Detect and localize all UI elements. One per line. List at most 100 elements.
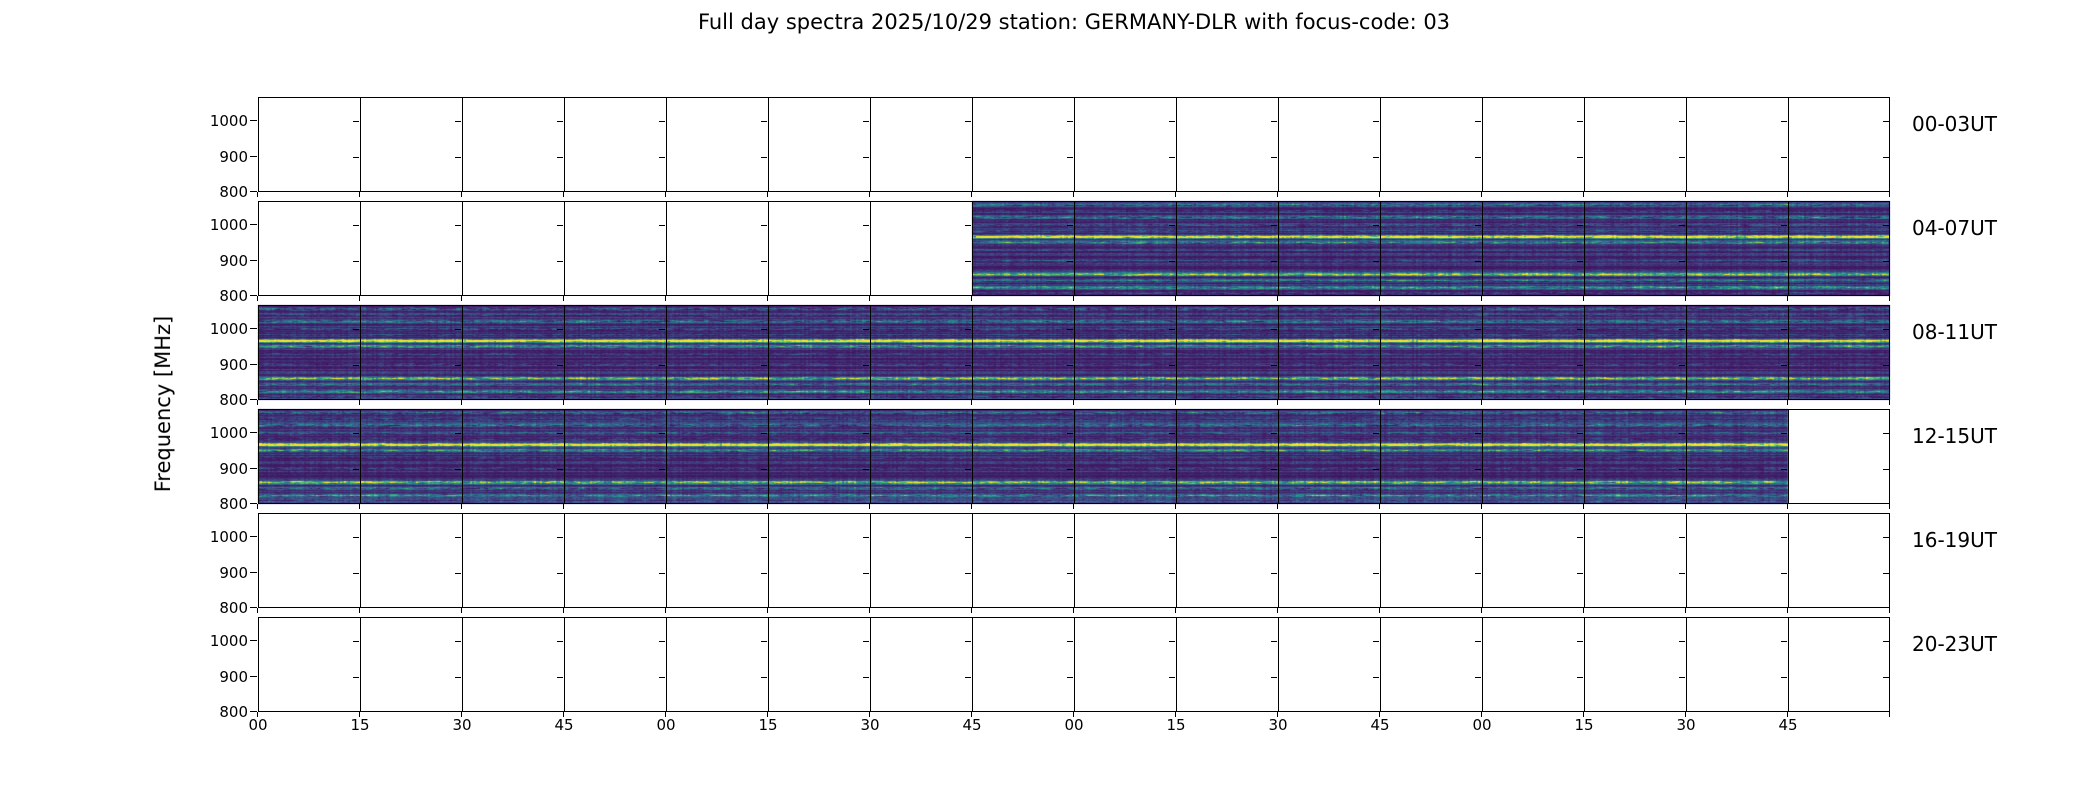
- inner-y-tick: [353, 329, 359, 331]
- inner-y-tick: [1169, 121, 1175, 123]
- inner-y-tick: [557, 121, 563, 123]
- inner-y-tick: [1373, 156, 1379, 158]
- x-tick: [665, 504, 667, 509]
- inner-y-tick: [455, 676, 461, 678]
- inner-y-tick: [659, 364, 665, 366]
- spectra-cell: [1789, 618, 1891, 711]
- inner-y-tick: [557, 572, 563, 574]
- inner-y-tick: [1781, 433, 1787, 435]
- inner-y-tick: [455, 641, 461, 643]
- x-tick: [1379, 192, 1381, 197]
- x-tick: [767, 400, 769, 405]
- x-tick-label: 00: [248, 716, 268, 734]
- spectra-cell: [259, 618, 361, 711]
- inner-y-tick: [1679, 537, 1685, 539]
- inner-y-tick: [1067, 225, 1073, 227]
- inner-y-tick: [659, 329, 665, 331]
- x-tick-label: 45: [962, 716, 982, 734]
- x-tick: [1685, 192, 1687, 197]
- x-tick: [1583, 608, 1585, 613]
- inner-y-tick: [1271, 329, 1277, 331]
- inner-y-tick: [1169, 329, 1175, 331]
- inner-y-tick: [1475, 676, 1481, 678]
- inner-y-tick: [1679, 260, 1685, 262]
- inner-y-tick: [1679, 225, 1685, 227]
- spectra-cell: [463, 410, 565, 503]
- spectra-cell: [1075, 202, 1177, 295]
- spectra-cell: [1381, 618, 1483, 711]
- x-tick: [359, 192, 361, 197]
- x-tick: [1175, 712, 1177, 717]
- spectra-cell: [1279, 306, 1381, 399]
- x-tick: [1889, 400, 1891, 405]
- x-tick-label: 00: [1472, 716, 1492, 734]
- inner-y-tick: [1781, 364, 1787, 366]
- inner-y-tick: [557, 156, 563, 158]
- y-tick: [250, 536, 257, 538]
- inner-y-tick: [1577, 329, 1583, 331]
- inner-y-tick: [1679, 329, 1685, 331]
- inner-y-tick: [761, 641, 767, 643]
- y-tick-label: 900: [219, 251, 248, 270]
- x-tick: [767, 504, 769, 509]
- inner-y-tick: [1067, 364, 1073, 366]
- x-tick: [1175, 192, 1177, 197]
- inner-y-tick: [353, 364, 359, 366]
- inner-y-tick: [1475, 572, 1481, 574]
- inner-y-tick: [455, 572, 461, 574]
- spectra-cell: [667, 98, 769, 191]
- y-tick-label: 800: [219, 495, 248, 513]
- inner-y-tick: [1373, 364, 1379, 366]
- spectra-cell: [667, 514, 769, 607]
- inner-y-tick: [1271, 121, 1277, 123]
- x-tick: [1175, 400, 1177, 405]
- inner-y-tick: [1169, 225, 1175, 227]
- inner-y-tick: [863, 641, 869, 643]
- inner-y-tick: [1373, 121, 1379, 123]
- inner-y-tick: [1679, 468, 1685, 470]
- y-tick-label: 900: [219, 459, 248, 478]
- inner-y-tick: [1679, 433, 1685, 435]
- x-tick: [1073, 192, 1075, 197]
- y-tick-label: 800: [219, 287, 248, 305]
- x-tick: [1379, 608, 1381, 613]
- spectra-cell: [565, 514, 667, 607]
- inner-y-tick: [1883, 156, 1889, 158]
- inner-y-tick: [1067, 572, 1073, 574]
- x-tick: [1889, 608, 1891, 613]
- y-axis-label: Frequency [MHz]: [151, 315, 175, 493]
- y-tick: [250, 432, 257, 434]
- x-tick: [1583, 400, 1585, 405]
- inner-y-tick: [1577, 537, 1583, 539]
- inner-y-tick: [761, 364, 767, 366]
- spectra-cell: [1177, 618, 1279, 711]
- x-tick: [665, 192, 667, 197]
- inner-y-tick: [761, 572, 767, 574]
- x-tick: [1685, 296, 1687, 301]
- x-tick: [359, 400, 361, 405]
- x-tick: [461, 192, 463, 197]
- x-tick: [1787, 712, 1789, 717]
- y-tick: [250, 224, 257, 226]
- x-tick: [1379, 504, 1381, 509]
- x-tick: [767, 192, 769, 197]
- x-tick: [1379, 296, 1381, 301]
- inner-y-tick: [1679, 572, 1685, 574]
- y-tick-label: 900: [219, 147, 248, 166]
- x-tick: [1685, 400, 1687, 405]
- spectra-cell: [1789, 202, 1891, 295]
- x-tick: [461, 400, 463, 405]
- x-tick-label: 30: [1676, 716, 1696, 734]
- x-tick: [1277, 712, 1279, 717]
- spectra-cell: [1177, 202, 1279, 295]
- x-tick: [767, 712, 769, 717]
- inner-y-tick: [1577, 156, 1583, 158]
- inner-y-tick: [761, 329, 767, 331]
- spectra-cell: [1585, 202, 1687, 295]
- spectra-cell: [769, 98, 871, 191]
- inner-y-tick: [761, 468, 767, 470]
- x-tick: [1277, 296, 1279, 301]
- spectra-cell: [769, 202, 871, 295]
- y-tick: [250, 191, 257, 193]
- y-tick: [250, 363, 257, 365]
